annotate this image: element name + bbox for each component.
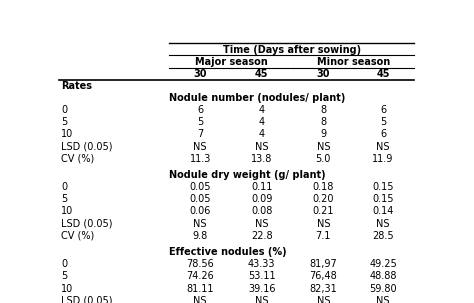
Text: NS: NS — [255, 219, 268, 229]
Text: 28.5: 28.5 — [372, 231, 394, 241]
Text: 78.56: 78.56 — [186, 259, 214, 269]
Text: 0.18: 0.18 — [312, 182, 334, 192]
Text: 39.16: 39.16 — [248, 284, 275, 294]
Text: 5: 5 — [61, 271, 67, 281]
Text: 0.14: 0.14 — [372, 206, 394, 216]
Text: 30: 30 — [193, 69, 207, 79]
Text: 0.05: 0.05 — [190, 194, 211, 204]
Text: 81,97: 81,97 — [310, 259, 337, 269]
Text: NS: NS — [255, 142, 268, 152]
Text: 10: 10 — [61, 284, 73, 294]
Text: 4: 4 — [259, 105, 265, 115]
Text: NS: NS — [376, 219, 390, 229]
Text: 10: 10 — [61, 206, 73, 216]
Text: 49.25: 49.25 — [369, 259, 397, 269]
Text: Effective nodules (%): Effective nodules (%) — [169, 247, 287, 257]
Text: 76,48: 76,48 — [310, 271, 337, 281]
Text: 59.80: 59.80 — [369, 284, 397, 294]
Text: NS: NS — [376, 142, 390, 152]
Text: NS: NS — [376, 296, 390, 303]
Text: NS: NS — [317, 219, 330, 229]
Text: NS: NS — [317, 296, 330, 303]
Text: 5: 5 — [61, 194, 67, 204]
Text: 53.11: 53.11 — [248, 271, 275, 281]
Text: NS: NS — [317, 142, 330, 152]
Text: 45: 45 — [376, 69, 390, 79]
Text: 4: 4 — [259, 117, 265, 127]
Text: Minor season: Minor season — [317, 57, 390, 67]
Text: LSD (0.05): LSD (0.05) — [61, 142, 113, 152]
Text: 6: 6 — [197, 105, 203, 115]
Text: 0: 0 — [61, 105, 67, 115]
Text: Nodule number (nodules/ plant): Nodule number (nodules/ plant) — [169, 93, 346, 103]
Text: 7.1: 7.1 — [316, 231, 331, 241]
Text: 9.8: 9.8 — [192, 231, 208, 241]
Text: 4: 4 — [259, 129, 265, 139]
Text: 6: 6 — [380, 129, 386, 139]
Text: CV (%): CV (%) — [61, 231, 94, 241]
Text: 0.09: 0.09 — [251, 194, 273, 204]
Text: Time (Days after sowing): Time (Days after sowing) — [222, 45, 361, 55]
Text: NS: NS — [255, 296, 268, 303]
Text: 0.15: 0.15 — [372, 182, 394, 192]
Text: 6: 6 — [380, 105, 386, 115]
Text: 5: 5 — [197, 117, 203, 127]
Text: 45: 45 — [255, 69, 268, 79]
Text: 0: 0 — [61, 259, 67, 269]
Text: 0.11: 0.11 — [251, 182, 273, 192]
Text: 11.3: 11.3 — [190, 154, 211, 164]
Text: 30: 30 — [317, 69, 330, 79]
Text: 43.33: 43.33 — [248, 259, 275, 269]
Text: 82,31: 82,31 — [310, 284, 337, 294]
Text: 48.88: 48.88 — [369, 271, 397, 281]
Text: 0.20: 0.20 — [312, 194, 334, 204]
Text: 22.8: 22.8 — [251, 231, 273, 241]
Text: 8: 8 — [320, 105, 326, 115]
Text: 11.9: 11.9 — [372, 154, 394, 164]
Text: 74.26: 74.26 — [186, 271, 214, 281]
Text: 13.8: 13.8 — [251, 154, 273, 164]
Text: NS: NS — [193, 142, 207, 152]
Text: 0.08: 0.08 — [251, 206, 273, 216]
Text: 0: 0 — [61, 182, 67, 192]
Text: 0.06: 0.06 — [190, 206, 211, 216]
Text: NS: NS — [193, 219, 207, 229]
Text: Rates: Rates — [61, 81, 92, 91]
Text: 81.11: 81.11 — [186, 284, 214, 294]
Text: 8: 8 — [320, 117, 326, 127]
Text: LSD (0.05): LSD (0.05) — [61, 219, 113, 229]
Text: Major season: Major season — [195, 57, 267, 67]
Text: LSD (0.05): LSD (0.05) — [61, 296, 113, 303]
Text: 5: 5 — [61, 117, 67, 127]
Text: 0.15: 0.15 — [372, 194, 394, 204]
Text: 9: 9 — [320, 129, 326, 139]
Text: 0.21: 0.21 — [312, 206, 334, 216]
Text: 10: 10 — [61, 129, 73, 139]
Text: 5.0: 5.0 — [316, 154, 331, 164]
Text: 5: 5 — [380, 117, 386, 127]
Text: 7: 7 — [197, 129, 203, 139]
Text: Nodule dry weight (g/ plant): Nodule dry weight (g/ plant) — [169, 170, 326, 180]
Text: CV (%): CV (%) — [61, 154, 94, 164]
Text: 0.05: 0.05 — [190, 182, 211, 192]
Text: NS: NS — [193, 296, 207, 303]
